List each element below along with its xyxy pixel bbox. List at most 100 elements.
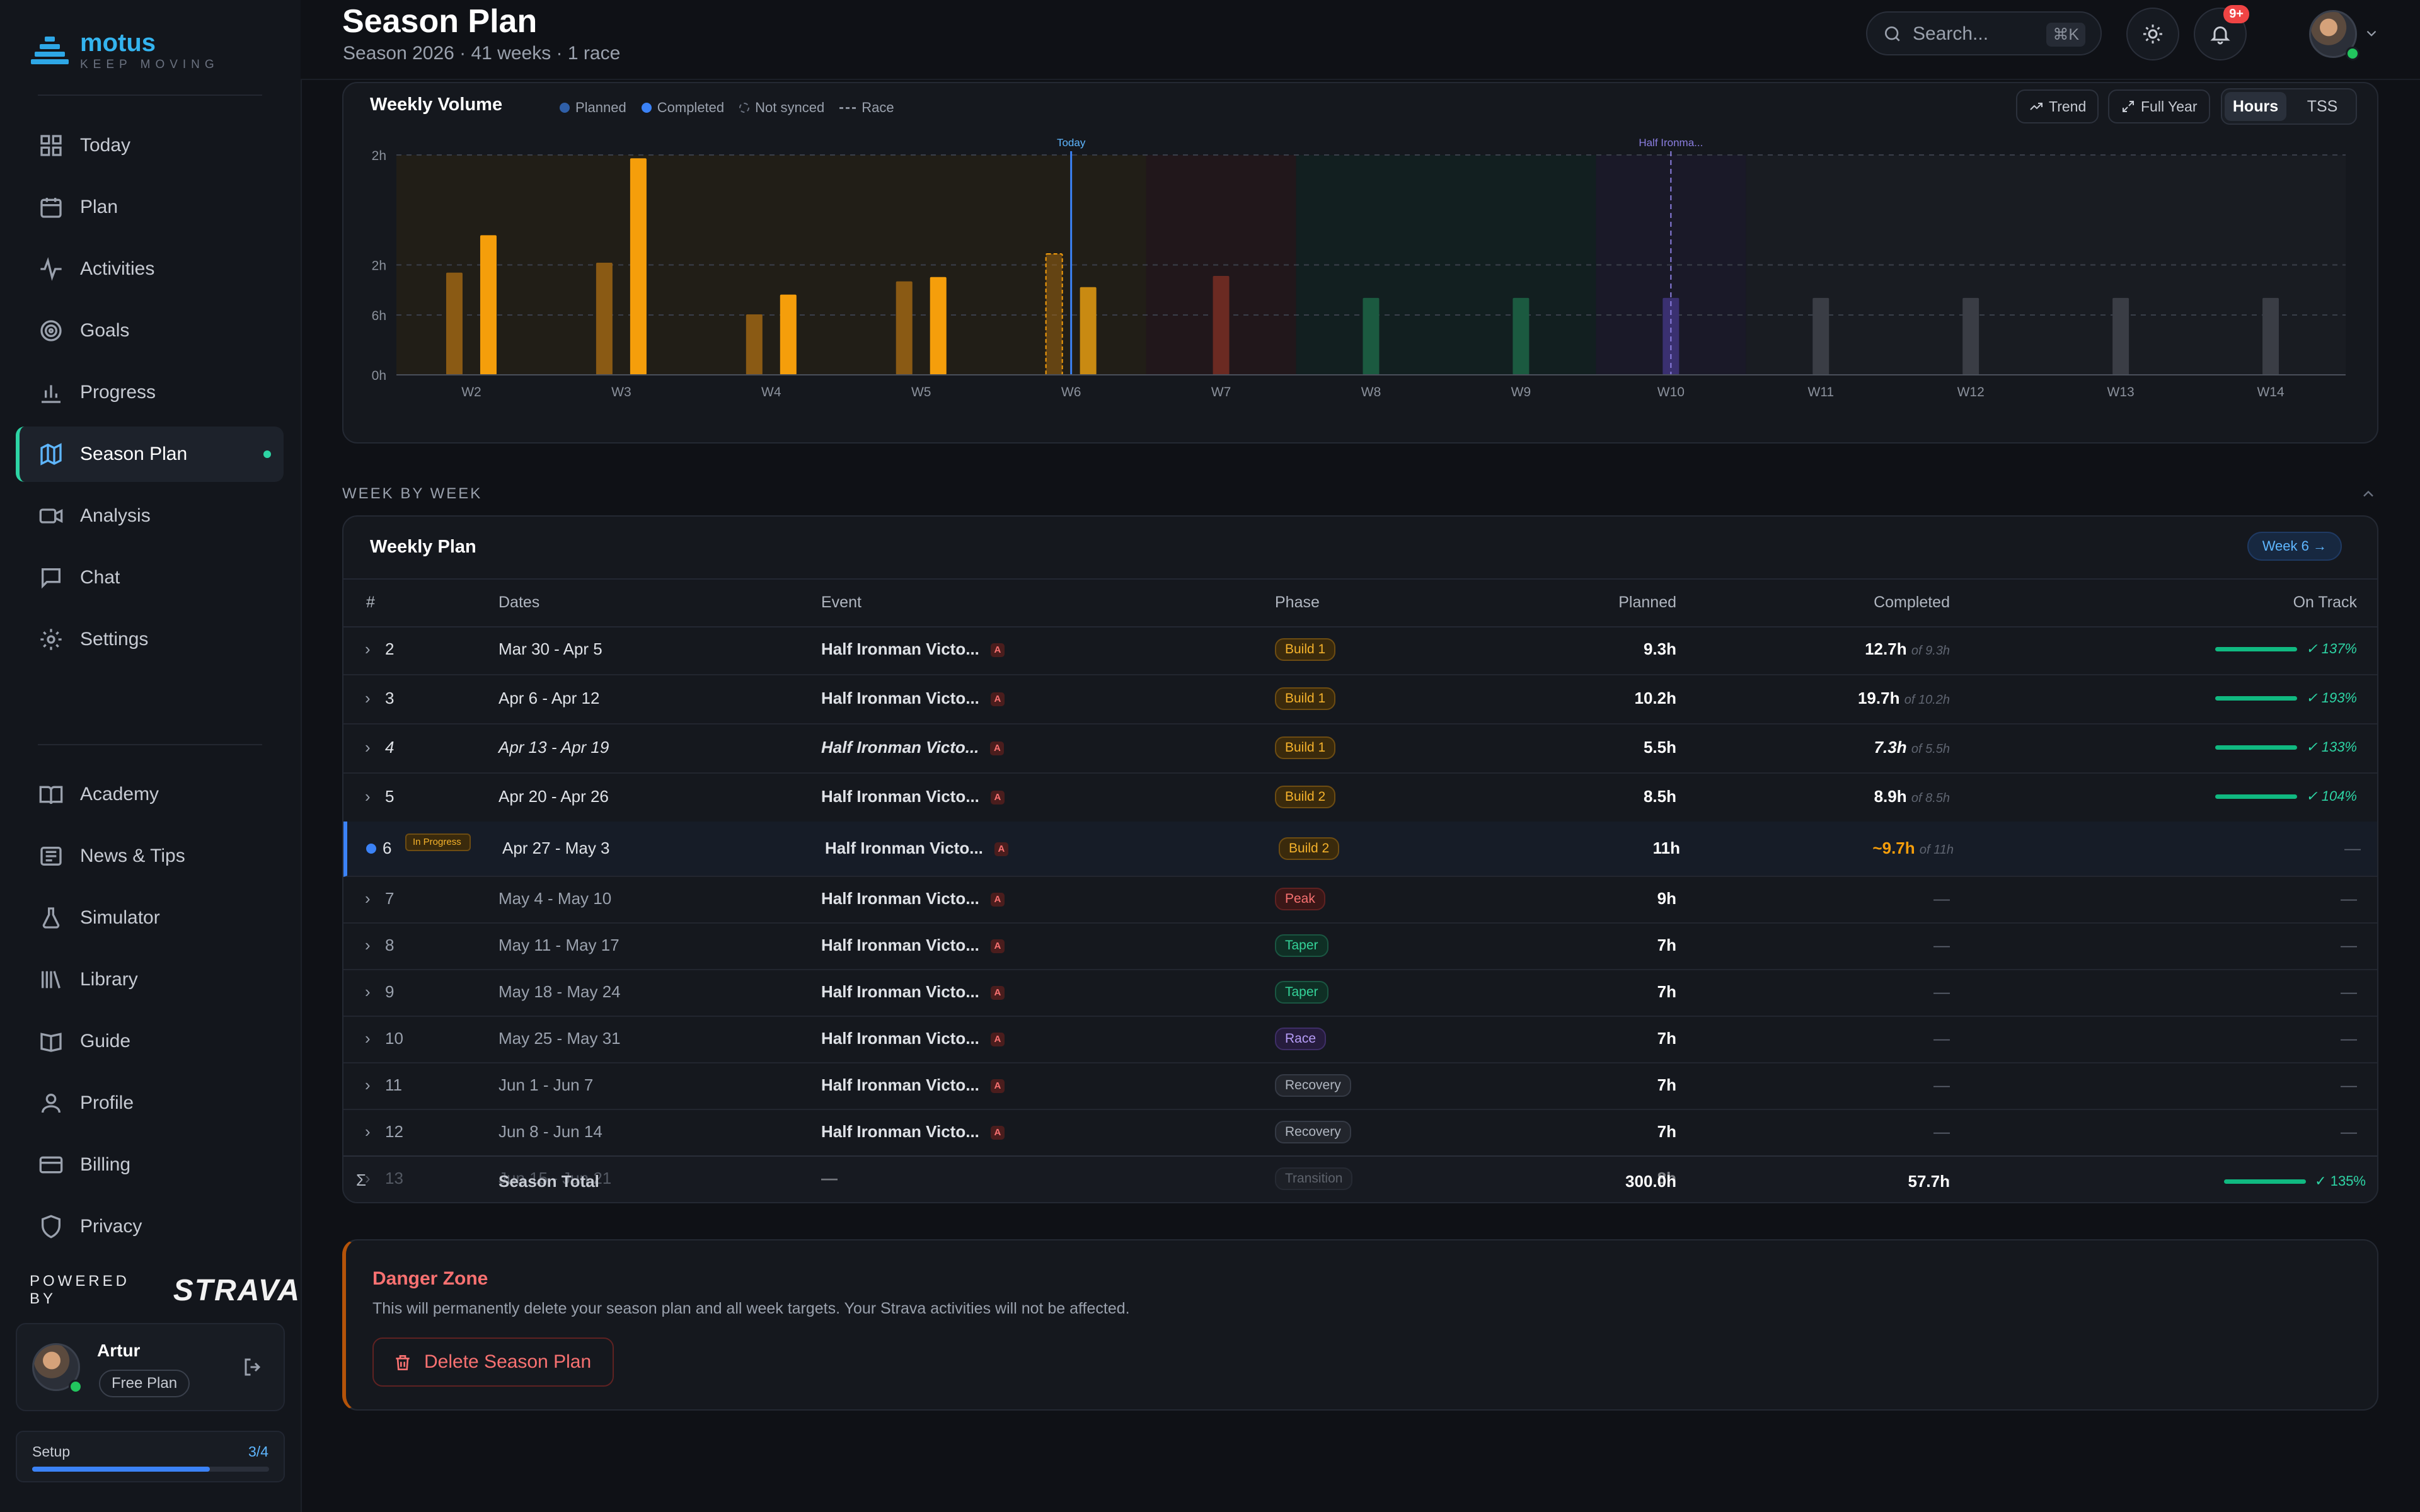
sidebar-item-label: Profile: [80, 1092, 134, 1113]
trash-icon: [396, 1355, 410, 1370]
sidebar-item-progress[interactable]: Progress: [16, 365, 284, 420]
sidebar-item-academy[interactable]: Academy: [16, 767, 284, 822]
collapse-chevron-icon[interactable]: [2360, 485, 2377, 503]
expand-chevron-icon[interactable]: ›: [365, 982, 371, 1001]
on-track-percent: —: [2341, 982, 2357, 1001]
user-card[interactable]: Artur Free Plan: [16, 1323, 285, 1411]
expand-chevron-icon[interactable]: ›: [365, 936, 371, 954]
phase-badge: Build 2: [1275, 786, 1336, 808]
event-cell: Half Ironman Victo... A: [821, 738, 1005, 757]
sidebar-item-simulator[interactable]: Simulator: [16, 890, 284, 946]
completed-hours: —: [1933, 889, 1950, 908]
expand-chevron-icon[interactable]: ›: [365, 1122, 371, 1141]
sidebar-item-library[interactable]: Library: [16, 952, 284, 1007]
activity-icon: [40, 257, 62, 281]
setup-label: Setup: [32, 1443, 71, 1460]
app-logo[interactable]: motus KEEP MOVING: [31, 30, 219, 72]
hours-toggle[interactable]: Hours: [2225, 92, 2286, 121]
planned-hours: 7h: [1657, 1075, 1676, 1094]
search-placeholder: Search...: [1913, 23, 1989, 44]
sidebar-item-season-plan[interactable]: Season Plan: [16, 427, 284, 482]
sidebar-item-label: Guide: [80, 1031, 131, 1051]
completed-hours: 8.9h: [1874, 787, 1907, 806]
sidebar: motus KEEP MOVING Today Plan Activities …: [0, 0, 302, 1512]
legend-race: Race: [839, 100, 894, 116]
setup-progress[interactable]: Setup 3/4: [16, 1431, 285, 1482]
completed-cell: 12.7h of 9.3h: [1865, 639, 1950, 659]
table-row[interactable]: › 9 May 18 - May 24 Half Ironman Victo... A…: [343, 969, 2377, 1017]
table-row[interactable]: › 5 Apr 20 - Apr 26 Half Ironman Victo... A…: [343, 772, 2377, 823]
planned-swatch: [560, 103, 570, 113]
search-input[interactable]: Search... ⌘K: [1866, 11, 2102, 55]
completed-cell: 7.3h of 5.5h: [1874, 738, 1950, 757]
delete-season-plan-button[interactable]: Delete Season Plan: [372, 1337, 614, 1387]
sidebar-item-chat[interactable]: Chat: [16, 550, 284, 605]
trend-label: Trend: [2049, 98, 2087, 115]
sidebar-item-billing[interactable]: Billing: [16, 1137, 284, 1193]
event-name: Half Ironman Victo...: [821, 936, 979, 954]
sidebar-item-profile[interactable]: Profile: [16, 1075, 284, 1131]
planned-bar: [1363, 297, 1380, 375]
planned-hours: 8.5h: [1643, 787, 1676, 806]
sidebar-item-news[interactable]: News & Tips: [16, 828, 284, 884]
table-row[interactable]: › 12 Jun 8 - Jun 14 Half Ironman Victo... A…: [343, 1109, 2377, 1157]
sidebar-item-goals[interactable]: Goals: [16, 303, 284, 358]
table-row[interactable]: › 11 Jun 1 - Jun 7 Half Ironman Victo... A R…: [343, 1062, 2377, 1110]
priority-a-badge: A: [990, 692, 1005, 707]
season-total-planned: 300.0h: [1625, 1172, 1676, 1191]
legend-not-synced: Not synced: [739, 100, 824, 116]
sidebar-item-guide[interactable]: Guide: [16, 1014, 284, 1069]
table-row[interactable]: › 10 May 25 - May 31 Half Ironman Victo...…: [343, 1016, 2377, 1063]
sidebar-item-label: Analysis: [80, 505, 151, 526]
table-row[interactable]: › 2 Mar 30 - Apr 5 Half Ironman Victo... A B…: [343, 625, 2377, 675]
expand-chevron-icon[interactable]: ›: [365, 787, 371, 806]
on-track-cell: ✓ 137%: [2215, 641, 2357, 657]
week-number: 8: [385, 936, 395, 954]
legend-label: Planned: [575, 100, 626, 115]
x-tick-label: W8: [1361, 385, 1381, 399]
sidebar-item-settings[interactable]: Settings: [16, 612, 284, 667]
table-row[interactable]: › 4 Apr 13 - Apr 19 Half Ironman Victo... A…: [343, 723, 2377, 774]
logout-icon[interactable]: [242, 1356, 265, 1378]
season-total-label: Season Total: [498, 1172, 599, 1191]
planned-bar: [446, 272, 463, 375]
event-cell: Half Ironman Victo... A: [821, 689, 1005, 708]
completed-of: of 5.5h: [1911, 742, 1950, 756]
table-row[interactable]: › 3 Apr 6 - Apr 12 Half Ironman Victo... A B…: [343, 674, 2377, 724]
secondary-nav: Academy News & Tips Simulator Library Gu…: [16, 767, 284, 1254]
logo-icon: [31, 34, 69, 68]
sidebar-item-label: Settings: [80, 629, 149, 650]
jump-to-week-button[interactable]: Week 6 →: [2247, 532, 2342, 561]
table-row[interactable]: › 8 May 11 - May 17 Half Ironman Victo... A…: [343, 922, 2377, 970]
y-tick-label: 2h: [372, 149, 386, 163]
powered-by-strava: POWERED BY STRAVA: [30, 1273, 301, 1308]
theme-toggle-button[interactable]: [2126, 8, 2179, 60]
event-name: Half Ironman Victo...: [821, 889, 979, 908]
sidebar-item-label: Season Plan: [80, 444, 188, 464]
user-menu-button[interactable]: [2309, 6, 2378, 63]
full-year-button[interactable]: Full Year: [2108, 89, 2210, 123]
event-cell: Half Ironman Victo... A: [821, 889, 1005, 908]
notifications-button[interactable]: 9+: [2194, 5, 2249, 60]
expand-chevron-icon[interactable]: ›: [365, 1029, 371, 1048]
sidebar-item-analysis[interactable]: Analysis: [16, 488, 284, 544]
expand-chevron-icon[interactable]: ›: [365, 738, 371, 757]
expand-chevron-icon[interactable]: ›: [365, 689, 371, 707]
sidebar-item-today[interactable]: Today: [16, 118, 284, 173]
user-name: Artur: [97, 1341, 141, 1360]
sidebar-item-plan[interactable]: Plan: [16, 180, 284, 235]
expand-chevron-icon[interactable]: ›: [365, 889, 371, 908]
event-cell: Half Ironman Victo... A: [825, 839, 1008, 858]
tss-toggle[interactable]: TSS: [2307, 97, 2338, 115]
sidebar-item-activities[interactable]: Activities: [16, 241, 284, 297]
sidebar-item-label: Chat: [80, 567, 120, 588]
table-row[interactable]: › 7 May 4 - May 10 Half Ironman Victo... A P…: [343, 876, 2377, 924]
on-track-percent: ✓ 137%: [2306, 641, 2357, 656]
expand-chevron-icon[interactable]: ›: [365, 639, 371, 658]
sidebar-item-privacy[interactable]: Privacy: [16, 1199, 284, 1254]
on-track-cell: ✓ 133%: [2215, 739, 2357, 755]
table-row[interactable]: 6 In Progress Apr 27 - May 3 Half Ironman …: [343, 822, 2377, 877]
expand-chevron-icon[interactable]: ›: [365, 1075, 371, 1094]
planned-bar: [746, 314, 763, 375]
trend-button[interactable]: Trend: [2016, 89, 2099, 123]
